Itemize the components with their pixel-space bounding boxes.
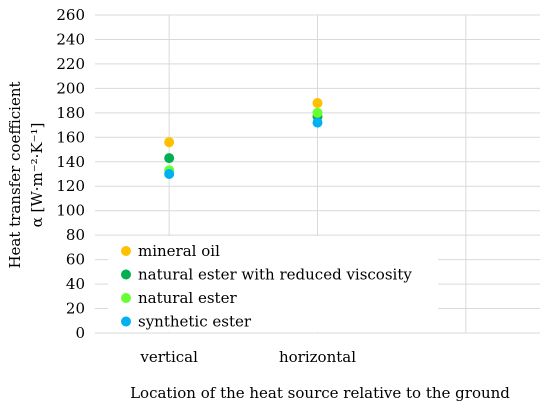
y-axis-title-line1: Heat transfer coefficient <box>6 81 24 268</box>
legend-label: synthetic ester <box>138 313 252 331</box>
gridlines <box>95 14 540 334</box>
legend-marker <box>121 293 131 303</box>
data-point <box>164 137 175 148</box>
y-tick-label: 220 <box>56 55 85 73</box>
legend-marker <box>121 269 131 280</box>
legend: mineral oil natural ester with reduced vi… <box>108 236 438 332</box>
x-category-label: vertical <box>139 348 198 366</box>
x-category-labels: vertical horizontal <box>139 348 356 366</box>
data-points <box>164 98 323 179</box>
legend-label: mineral oil <box>138 242 220 260</box>
x-category-label: horizontal <box>279 348 356 366</box>
x-axis-title: Location of the heat source relative to … <box>130 384 510 402</box>
y-axis-title-line2: α [W·m⁻²·K⁻¹] <box>28 123 46 228</box>
data-point <box>164 169 175 179</box>
legend-marker <box>121 246 131 256</box>
y-tick-label: 100 <box>56 202 85 220</box>
y-tick-label: 20 <box>66 300 85 318</box>
y-tick-labels: 0 20 40 60 80 100 120 140 160 180 200 220 240 260 <box>56 6 85 342</box>
data-point <box>312 117 323 128</box>
y-tick-label: 160 <box>56 128 85 146</box>
y-tick-label: 0 <box>75 324 85 342</box>
y-tick-label: 140 <box>56 153 85 171</box>
data-point <box>312 107 323 118</box>
legend-marker <box>121 316 131 327</box>
data-point <box>164 153 175 164</box>
y-tick-label: 240 <box>56 30 85 48</box>
data-point <box>312 98 323 109</box>
legend-label: natural ester with reduced viscosity <box>138 266 412 284</box>
y-tick-label: 200 <box>56 79 85 97</box>
legend-background <box>108 236 438 332</box>
y-tick-label: 40 <box>66 275 85 293</box>
y-tick-label: 60 <box>66 251 85 269</box>
y-tick-label: 260 <box>56 6 85 24</box>
y-tick-label: 120 <box>56 177 85 195</box>
legend-label: natural ester <box>138 289 237 307</box>
y-tick-label: 180 <box>56 104 85 122</box>
y-tick-label: 80 <box>66 226 85 244</box>
